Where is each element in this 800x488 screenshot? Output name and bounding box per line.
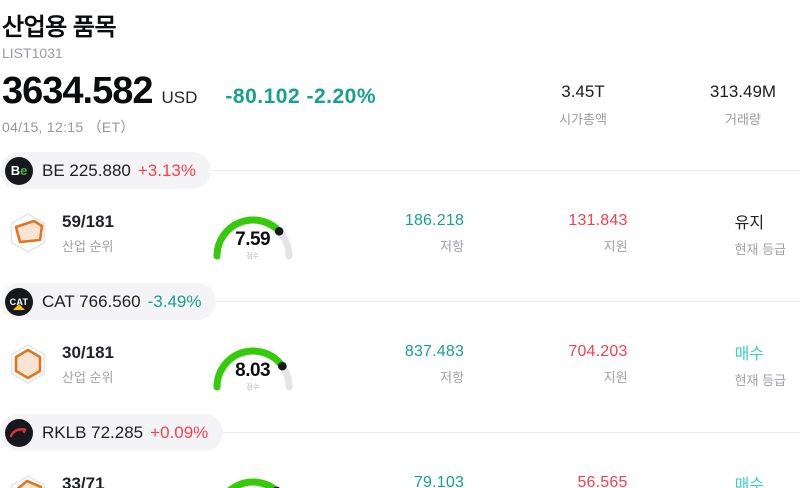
list-id: LIST1031 xyxy=(2,45,63,61)
quote-timestamp: 04/15, 12:15 （ET） xyxy=(2,119,135,135)
grade-value: 매수 xyxy=(734,476,765,488)
score-value: 7.59 xyxy=(235,229,271,250)
header-stats: 3.45T 시가총액 313.49M 거래량 xyxy=(518,70,800,128)
radar-chart-icon xyxy=(10,344,46,384)
industry-rank: 30/181 산업 순위 xyxy=(62,343,211,386)
ticker-change: -3.49% xyxy=(147,291,202,311)
stock-row-cat[interactable]: CAT CAT 766.560 -3.49% 30/181 산업 순위 xyxy=(0,283,800,401)
support-stat: 131.843 지원 xyxy=(464,211,628,255)
rank-value: 33/71 xyxy=(62,473,105,488)
resistance-stat: 186.218 저항 xyxy=(295,212,464,255)
row-divider xyxy=(223,432,800,433)
score-gauge: 7.59 점수 xyxy=(211,206,295,264)
row-divider xyxy=(211,170,800,171)
volume-label: 거래량 xyxy=(725,112,761,127)
resistance-label: 저항 xyxy=(440,369,465,385)
grade-stat: 유지 현재 등급 xyxy=(735,209,800,258)
volume-stat: 313.49M 거래량 xyxy=(688,82,798,128)
ticker-change: +3.13% xyxy=(137,160,196,180)
support-value: 56.565 xyxy=(577,473,628,488)
rank-value: 59/181 xyxy=(62,211,114,231)
ticker-price: BE 225.880 xyxy=(42,160,131,180)
support-stat: 704.203 지원 xyxy=(464,342,628,386)
grade-label: 현재 등급 xyxy=(734,241,787,257)
resistance-value: 837.483 xyxy=(404,342,465,360)
grade-value: 매수 xyxy=(734,345,765,363)
grade-label: 현재 등급 xyxy=(734,372,787,388)
industry-rank: 33/71 산업 순위 xyxy=(62,474,211,488)
rank-label: 산업 순위 xyxy=(62,369,114,385)
market-cap-stat: 3.45T 시가총액 xyxy=(518,82,648,128)
index-change: -80.102 -2.20% xyxy=(225,85,377,108)
support-value: 704.203 xyxy=(568,342,628,360)
ticker-change: +0.09% xyxy=(150,422,209,442)
support-label: 지원 xyxy=(603,238,628,254)
resistance-stat: 837.483 저항 xyxy=(295,343,464,386)
resistance-stat: 79.103 저항 xyxy=(295,474,464,488)
support-label: 지원 xyxy=(603,369,628,385)
industry-rank: 59/181 산업 순위 xyxy=(62,212,211,255)
rank-value: 30/181 xyxy=(62,342,114,362)
cat-logo-icon: CAT xyxy=(5,287,33,316)
grade-stat: 매수 현재 등급 xyxy=(735,340,800,389)
resistance-value: 186.218 xyxy=(404,211,465,229)
currency-label: USD xyxy=(161,88,198,107)
page-title: 산업용 품목 xyxy=(2,14,117,41)
radar-chart-icon xyxy=(10,213,46,253)
market-cap-value: 3.45T xyxy=(561,82,605,101)
index-price: 3634.582 xyxy=(2,70,153,112)
grade-value: 유지 xyxy=(734,214,765,232)
rank-label: 산업 순위 xyxy=(62,238,114,254)
support-stat: 56.565 지원 xyxy=(464,474,628,488)
volume-value: 313.49M xyxy=(709,82,777,101)
ticker-pill-rklb[interactable]: RKLB 72.285 +0.09% xyxy=(0,414,224,451)
support-value: 131.843 xyxy=(568,211,628,229)
score-value: 8.03 xyxy=(235,360,271,381)
score-label: 점수 xyxy=(246,384,260,391)
resistance-label: 저항 xyxy=(440,238,465,254)
score-gauge: 8.03 점수 xyxy=(211,337,295,395)
stock-row-rklb[interactable]: RKLB 72.285 +0.09% 33/71 산업 순위 xyxy=(0,414,800,488)
rklb-logo-icon xyxy=(5,418,33,447)
resistance-value: 79.103 xyxy=(413,473,465,488)
market-cap-label: 시가총액 xyxy=(559,112,607,127)
ticker-pill-cat[interactable]: CAT CAT 766.560 -3.49% xyxy=(0,283,217,320)
grade-stat: 매수 현재 등급 xyxy=(735,471,800,488)
header: 산업용 품목 LIST1031 3634.582 USD -80.102 -2.… xyxy=(0,0,800,137)
score-label: 점수 xyxy=(246,253,260,260)
ticker-price: RKLB 72.285 xyxy=(42,422,144,442)
ticker-price: CAT 766.560 xyxy=(42,291,141,311)
row-divider xyxy=(216,301,800,302)
radar-chart-icon xyxy=(10,475,46,488)
score-gauge: 7.27 점수 xyxy=(211,468,295,488)
